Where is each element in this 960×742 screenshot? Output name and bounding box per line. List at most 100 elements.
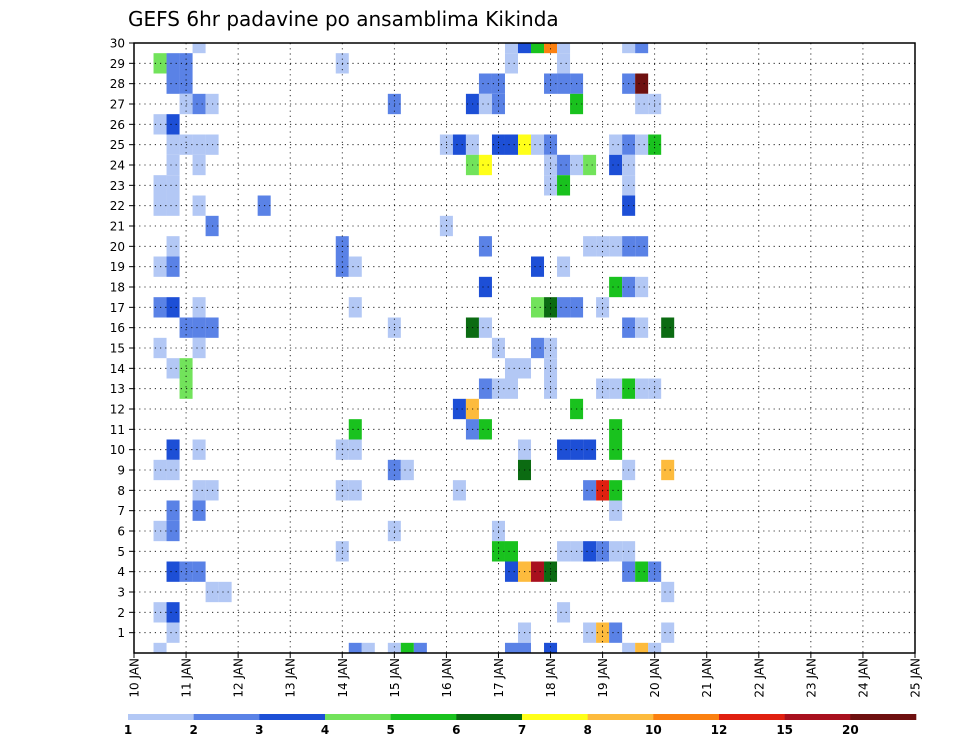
colorbar-swatch [522,714,588,720]
heatmap-cell [557,175,571,196]
heatmap-cell [400,459,414,481]
heatmap-cell [557,154,571,176]
heatmap-cell [452,480,466,501]
heatmap-cell [583,541,597,562]
heatmap-cell [557,297,571,318]
x-tick-label: 16 JAN [440,658,454,698]
y-tick-label: 14 [110,362,125,376]
heatmap-cell [166,602,180,623]
heatmap-cell [478,276,492,298]
heatmap-cell [478,317,492,338]
colorbar-label: 20 [842,723,859,737]
y-tick-label: 22 [110,199,125,213]
heatmap-cell [557,602,571,623]
heatmap-cell [166,459,180,481]
heatmap-cell [218,581,232,603]
heatmap-cell [166,175,180,196]
y-tick-label: 25 [110,138,125,152]
heatmap-cell [166,114,180,135]
heatmap-cell [609,622,623,643]
colorbar-swatch [719,714,785,720]
y-tick-label: 15 [110,342,125,356]
y-tick-label: 7 [117,504,125,518]
colorbar-swatch [653,714,720,720]
heatmap-cell [348,419,362,440]
colorbar-swatch [259,714,326,720]
heatmap-cell [192,195,206,216]
x-tick-label: 10 JAN [128,658,142,698]
y-tick-label: 6 [117,525,125,539]
colorbar-label: 2 [189,723,197,737]
heatmap-cell [622,43,636,54]
heatmap-cell [635,276,649,298]
colorbar-label: 6 [452,723,460,737]
heatmap-cells [153,43,675,653]
heatmap-cell [192,297,206,318]
x-tick-label: 22 JAN [752,658,766,698]
heatmap-cell [504,358,518,379]
heatmap-cell [166,195,180,216]
heatmap-cell [635,134,649,155]
heatmap-cell [387,642,401,653]
heatmap-cell [583,154,597,176]
heatmap-cell [478,93,492,115]
y-tick-label: 11 [110,423,125,437]
colorbar-swatch [128,714,194,720]
heatmap-cell [192,439,206,460]
heatmap-cell [609,500,623,521]
y-tick-label: 19 [110,260,125,274]
heatmap-cell [622,642,636,653]
heatmap-cell [192,337,206,359]
heatmap-cell [648,642,662,653]
y-tick-label: 2 [117,606,125,620]
heatmap-cell [635,73,649,94]
heatmap-cell [557,73,571,94]
colorbar-swatch [325,714,391,720]
heatmap-cell [478,73,492,94]
y-tick-label: 9 [117,464,125,478]
heatmap-cell [192,480,206,501]
heatmap-cell [348,439,362,460]
heatmap-cell [166,561,180,582]
heatmap-cell [504,561,518,582]
heatmap-cell [557,53,571,74]
heatmap-cell [531,337,545,359]
heatmap-cell [192,561,206,582]
heatmap-cell [166,520,180,542]
heatmap-cell [478,154,492,176]
colorbar-label: 1 [124,723,132,737]
colorbar-label: 8 [583,723,591,737]
heatmap-cell [544,642,558,653]
heatmap-cell [609,419,623,440]
heatmap-cell [192,317,206,338]
heatmap-cell [348,256,362,277]
heatmap-cell [452,134,466,155]
heatmap-cell [192,154,206,176]
heatmap-cell [361,642,375,653]
heatmap-cell [544,43,558,54]
heatmap-cell [166,622,180,643]
heatmap-cell [635,236,649,257]
heatmap-cell [478,378,492,399]
x-tick-label: 20 JAN [648,658,662,698]
heatmap-cell [166,256,180,277]
heatmap-cell [166,439,180,460]
x-tick-label: 11 JAN [180,658,194,698]
x-tick-label: 14 JAN [336,658,350,698]
x-tick-label: 24 JAN [856,658,870,698]
y-tick-label: 16 [110,321,125,335]
heatmap-cell [635,317,649,338]
y-tick-label: 20 [110,240,125,254]
heatmap-cell [609,480,623,501]
heatmap-cell [400,642,414,653]
plot-frame [133,42,916,654]
heatmap-cell [192,500,206,521]
heatmap-cell [348,642,362,653]
y-tick-label: 26 [110,118,125,132]
heatmap-cell [166,358,180,379]
y-tick-label: 12 [110,403,125,417]
heatmap-cell [531,134,545,155]
heatmap-cell [504,134,518,155]
y-tick-label: 29 [110,57,125,71]
heatmap-cell [531,256,545,277]
